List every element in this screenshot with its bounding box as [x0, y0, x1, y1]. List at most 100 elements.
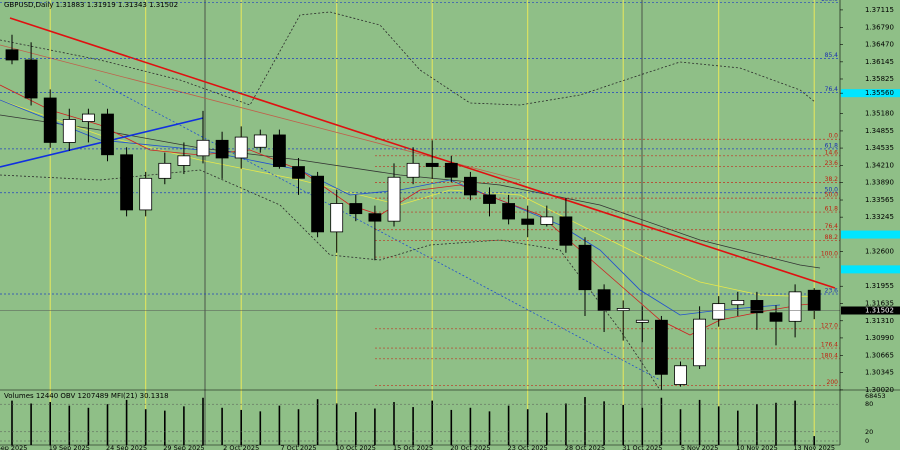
- fibo-label: 127.0: [821, 322, 838, 329]
- candle-body: [425, 162, 439, 167]
- candle-body: [272, 134, 286, 167]
- x-tick-label: Sep 2025: [0, 444, 27, 450]
- candle-body: [674, 365, 687, 385]
- fibo-label: 85.4: [825, 52, 839, 59]
- level-highlight: [841, 265, 900, 274]
- candle-body: [559, 216, 573, 246]
- y-tick-label: 1.31635: [865, 299, 894, 307]
- candle-body: [406, 162, 420, 178]
- fibo-label: 50.0: [825, 186, 839, 193]
- current-price-box: [841, 306, 900, 315]
- candle-body: [311, 175, 325, 233]
- ma-blue: [0, 99, 781, 316]
- fibo-label: 0.0: [828, 133, 838, 140]
- fibo-label: 100.0: [821, 251, 838, 258]
- candle-body: [597, 289, 611, 312]
- candle-body: [349, 203, 363, 215]
- y-tick-label: 1.36470: [865, 40, 894, 48]
- candle-body: [483, 194, 496, 204]
- candle-body: [5, 49, 19, 61]
- y-tick-label: 1.30345: [865, 368, 894, 376]
- y-tick-label: 1.32600: [865, 248, 894, 256]
- candle-body: [292, 166, 305, 179]
- candle-body: [655, 319, 668, 375]
- fibo-label: 38.2: [825, 176, 839, 183]
- candle-body: [177, 155, 191, 166]
- y-tick-label: 1.34210: [865, 161, 894, 169]
- candle-body: [463, 176, 477, 196]
- fibo-label: 50.0: [825, 192, 839, 199]
- candle-body: [62, 119, 76, 143]
- candle-body: [807, 289, 821, 312]
- fibo-label: 61.8: [825, 142, 839, 149]
- y-tick-label: 1.36145: [865, 58, 894, 66]
- candle-body: [693, 318, 706, 367]
- y-tick-label: 1.33890: [865, 179, 894, 187]
- candle-body: [24, 59, 38, 99]
- candle-body: [368, 213, 382, 222]
- candle-body: [158, 162, 172, 179]
- y-tick-label: 1.34535: [865, 144, 894, 152]
- candle-body: [788, 291, 802, 322]
- y-tick-label: 1.30665: [865, 351, 894, 359]
- fibo-label: 88.2: [825, 234, 839, 241]
- candle-body: [387, 176, 401, 222]
- panel-label: Volumes 12440 OBV 1207489 MFI(21) 30.131…: [4, 392, 169, 400]
- candle-body: [502, 203, 516, 220]
- trendline-red: [9, 17, 836, 289]
- candle-body: [196, 139, 210, 157]
- y-tick-label: 1.35180: [865, 110, 894, 118]
- fibo-label: 176.4: [821, 342, 838, 349]
- y-tick-label: 1.33565: [865, 196, 894, 204]
- fibo-label: 76.4: [825, 86, 839, 93]
- channel-line: [0, 44, 521, 181]
- y-tick-label: 1.30990: [865, 334, 894, 342]
- fibo-label: 100.0: [821, 0, 838, 3]
- y-tick-label: 1.31310: [865, 317, 894, 325]
- chart-title: GBPUSD,Daily 1.31883 1.31919 1.31343 1.3…: [4, 1, 178, 9]
- candle-body: [540, 216, 554, 225]
- mfi-tick-label: 80: [865, 400, 873, 408]
- ma-red: [0, 84, 821, 336]
- fibo-label: 61.8: [825, 206, 839, 213]
- candle-body: [769, 312, 783, 322]
- level-highlight: [841, 230, 900, 239]
- candle-body: [120, 154, 133, 211]
- candle-body: [139, 177, 153, 211]
- candle-body: [330, 203, 344, 233]
- diagonal-dotted: [94, 79, 661, 381]
- candle-body: [712, 303, 726, 320]
- volume-tick-label: 68453: [865, 392, 886, 400]
- fibo-label: 76.4: [825, 223, 839, 230]
- bollinger-upper: [0, 11, 816, 106]
- fibo-label: 23.6: [825, 287, 839, 294]
- candle-body: [731, 300, 745, 306]
- y-tick-label: 1.31955: [865, 282, 894, 290]
- level-highlight: [841, 89, 900, 98]
- y-tick-label: 1.34855: [865, 127, 894, 135]
- candle-body: [101, 113, 114, 156]
- y-tick-label: 1.33245: [865, 213, 894, 221]
- candle-body: [234, 136, 248, 159]
- candle-body: [521, 218, 535, 225]
- y-tick-label: 1.35825: [865, 75, 894, 83]
- y-tick-label: 1.36790: [865, 23, 894, 31]
- candle-body: [43, 97, 57, 143]
- fibo-label: 23.6: [825, 160, 839, 167]
- fibo-label: 14.6: [825, 149, 839, 156]
- candle-body: [444, 162, 458, 178]
- current-price-label: 1.31502: [865, 306, 894, 314]
- candle-body: [215, 139, 229, 159]
- candle-body: [253, 134, 267, 148]
- candle-body: [750, 300, 764, 314]
- fibo-label: 200: [827, 379, 839, 386]
- y-tick-label: 1.37115: [865, 6, 894, 14]
- mfi-tick-label: 0: [865, 437, 869, 445]
- y-tick-label: 1.35560: [865, 89, 894, 97]
- candle-body: [635, 319, 649, 323]
- candle-body: [578, 244, 592, 291]
- candle-body: [82, 113, 95, 122]
